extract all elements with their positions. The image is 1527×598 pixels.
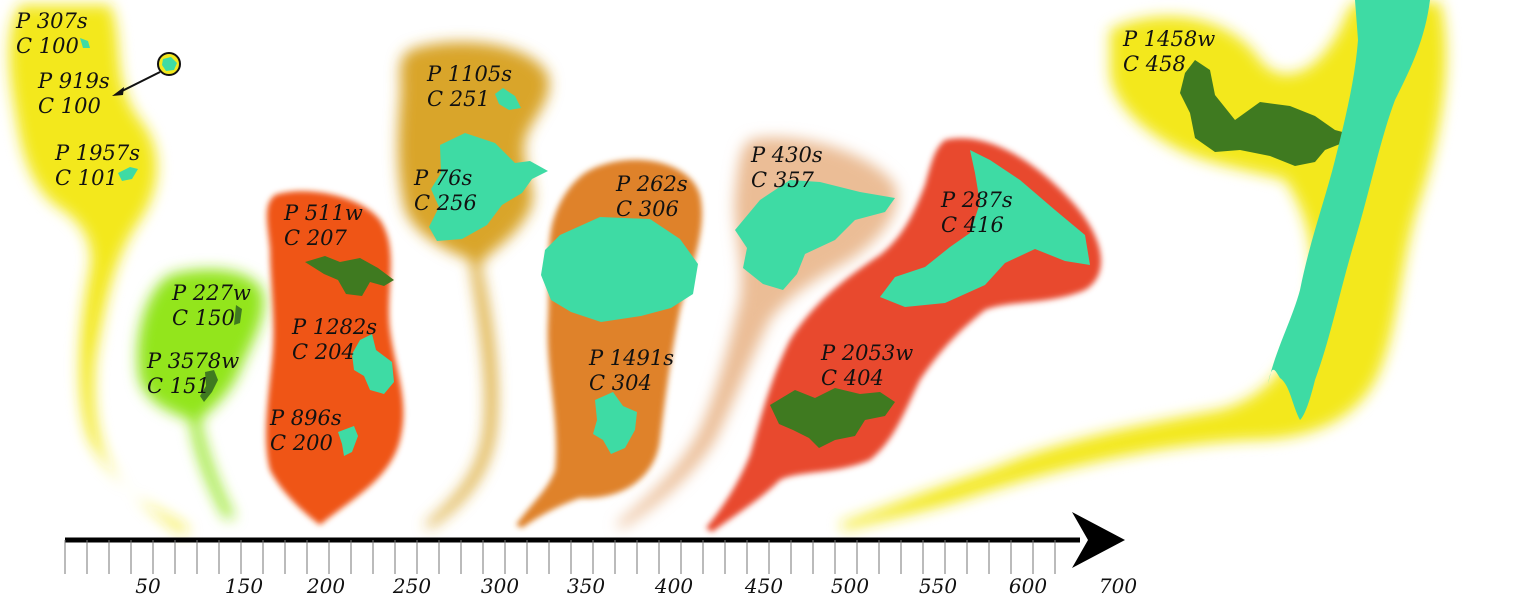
blob-g4 <box>397 42 550 529</box>
node-c-label: C 416 <box>941 213 1004 237</box>
node-c-label: C 100 <box>16 34 79 58</box>
axis-tick-label: 600 <box>1009 574 1047 598</box>
patch-p287 <box>880 150 1090 307</box>
axis-arrowhead <box>1072 512 1125 568</box>
node-c-label: C 200 <box>270 431 333 455</box>
blob-g2 <box>137 269 264 518</box>
axis-tick-label: 400 <box>654 574 693 598</box>
node-p-label: P 227w <box>171 281 251 305</box>
patch-p1282 <box>352 334 394 394</box>
node-p-label: P 430s <box>750 143 823 167</box>
axis-tick-label: 550 <box>919 574 957 598</box>
patch-p227 <box>234 305 242 325</box>
node-c-label: C 404 <box>821 366 884 390</box>
axis-tick-label: 450 <box>744 574 783 598</box>
patch-p262 <box>541 217 698 322</box>
axis-tick-label: 300 <box>481 574 519 598</box>
axis-tick-labels: 50 150 200 250 300 350 400 450 500 550 600 700 <box>135 574 1137 598</box>
patch-p2053 <box>770 388 895 448</box>
pointer-arrowhead <box>112 87 124 96</box>
axis-tick-label: 50 <box>135 574 161 598</box>
patch-main-river <box>1268 0 1430 420</box>
axis-tick-label: 200 <box>306 574 345 598</box>
patch-p307 <box>80 38 90 48</box>
node-c-label: C 251 <box>427 87 490 111</box>
patch-layer <box>80 0 1430 456</box>
node-p-label: P 262s <box>615 172 688 196</box>
patch-p1957 <box>118 167 138 181</box>
axis-tick-label: 350 <box>567 574 605 598</box>
node-p-label: P 1282s <box>291 315 377 339</box>
node-p-label: P 3578w <box>146 349 239 373</box>
node-c-label: C 150 <box>172 306 235 330</box>
node-p-label: P 511w <box>283 201 363 225</box>
node-c-label: C 151 <box>147 374 210 398</box>
patch-p919 <box>162 57 177 71</box>
axis-tick-label: 700 <box>1099 574 1137 598</box>
node-c-label: C 256 <box>414 191 477 215</box>
node-c-label: C 100 <box>38 94 101 118</box>
axis-tick-label: 500 <box>831 574 869 598</box>
node-c-label: C 304 <box>589 371 652 395</box>
pointer-arrow <box>117 71 161 94</box>
blob-g1 <box>9 5 190 532</box>
blob-layer <box>9 2 1447 533</box>
node-p-label: P 1458w <box>1122 27 1215 51</box>
patch-p1105 <box>495 88 521 110</box>
node-p-label: P 76s <box>413 166 473 190</box>
axis-tick-label: 250 <box>392 574 431 598</box>
node-c-label: C 101 <box>55 166 118 190</box>
node-p-label: P 1957s <box>54 141 140 165</box>
node-c-label: C 207 <box>284 226 347 250</box>
patch-p3578 <box>200 370 218 402</box>
patch-p1458 <box>1180 60 1350 166</box>
node-p-label: P 287s <box>940 188 1013 212</box>
node-p-label: P 896s <box>269 406 342 430</box>
patch-p511 <box>305 256 394 296</box>
node-p-label: P 1491s <box>588 346 674 370</box>
node-c-label: C 357 <box>751 168 814 192</box>
patch-p1491 <box>593 392 637 454</box>
node-p-label: P 1105s <box>426 62 512 86</box>
node-c-label: C 204 <box>292 340 355 364</box>
node-p-label: P 2053w <box>820 341 913 365</box>
axis-ticks <box>64 540 1056 574</box>
axis-tick-label: 150 <box>225 574 263 598</box>
node-p-label: P 919s <box>37 69 110 93</box>
node-c-label: C 306 <box>616 197 679 221</box>
patch-p896 <box>338 426 358 456</box>
patch-p430 <box>735 180 895 290</box>
node-p-label: P 307s <box>15 9 88 33</box>
node-c-label: C 458 <box>1123 52 1186 76</box>
timeline-axis: 50 150 200 250 300 350 400 450 500 550 600 700 <box>64 512 1137 598</box>
patch-p76 <box>429 133 548 241</box>
